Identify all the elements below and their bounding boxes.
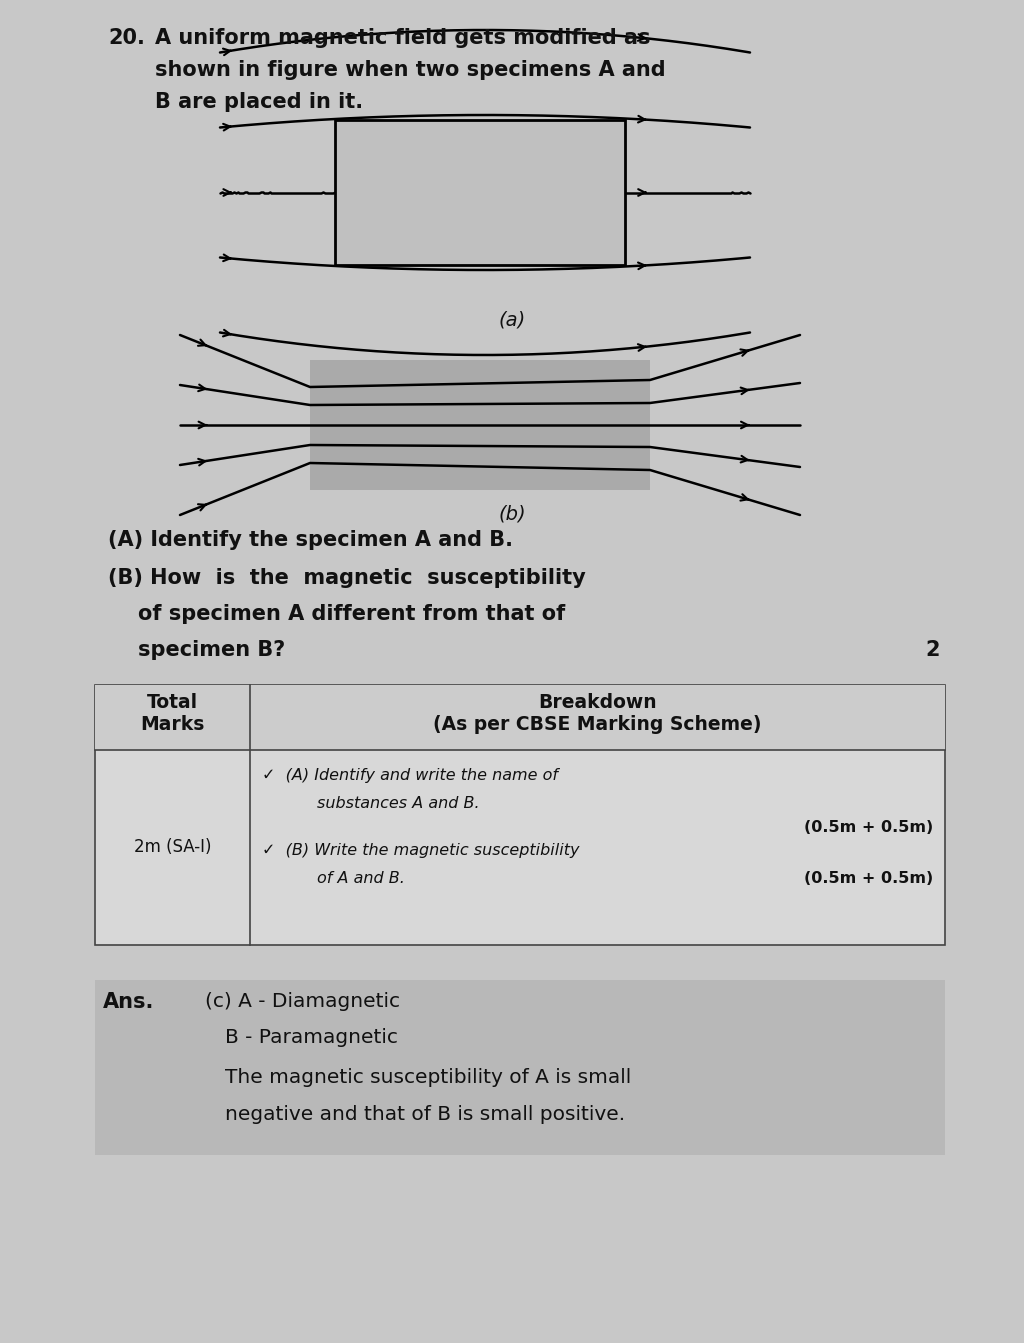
Text: Breakdown: Breakdown (539, 693, 656, 712)
Text: The magnetic susceptibility of A is small: The magnetic susceptibility of A is smal… (225, 1068, 631, 1086)
Bar (95, 980, 945, 1155)
Bar (335, 120, 625, 265)
Text: (A) Identify the specimen A and B.: (A) Identify the specimen A and B. (108, 530, 513, 551)
Text: Marks: Marks (140, 714, 205, 735)
Text: of specimen A different from that of: of specimen A different from that of (138, 604, 565, 624)
Text: (0.5m + 0.5m): (0.5m + 0.5m) (804, 821, 933, 835)
Text: 20.: 20. (108, 28, 144, 48)
Text: A uniform magnetic field gets modified as: A uniform magnetic field gets modified a… (155, 28, 650, 48)
Text: 2m (SA-I): 2m (SA-I) (134, 838, 211, 857)
Text: negative and that of B is small positive.: negative and that of B is small positive… (225, 1105, 625, 1124)
Text: specimen B?: specimen B? (138, 641, 286, 659)
Text: (0.5m + 0.5m): (0.5m + 0.5m) (804, 872, 933, 886)
Text: Total: Total (146, 693, 198, 712)
Text: substances A and B.: substances A and B. (317, 796, 479, 811)
Text: (b): (b) (499, 505, 525, 524)
Text: ✓  (A) Identify and write the name of: ✓ (A) Identify and write the name of (262, 768, 558, 783)
Text: (As per CBSE Marking Scheme): (As per CBSE Marking Scheme) (433, 714, 762, 735)
Text: of A and B.: of A and B. (317, 872, 404, 886)
Text: B - Paramagnetic: B - Paramagnetic (225, 1027, 398, 1048)
Text: Ans.: Ans. (103, 992, 155, 1013)
Text: shown in figure when two specimens A and: shown in figure when two specimens A and (155, 60, 666, 81)
Text: (B) How  is  the  magnetic  susceptibility: (B) How is the magnetic susceptibility (108, 568, 586, 588)
Bar (95, 685, 945, 945)
Text: B are placed in it.: B are placed in it. (155, 93, 364, 111)
Text: ✓  (B) Write the magnetic susceptibility: ✓ (B) Write the magnetic susceptibility (262, 843, 580, 858)
Bar (310, 360, 650, 490)
Text: 2: 2 (926, 641, 940, 659)
Text: (a): (a) (499, 310, 525, 329)
Text: (c) A - Diamagnetic: (c) A - Diamagnetic (205, 992, 400, 1011)
Bar (95, 685, 945, 749)
